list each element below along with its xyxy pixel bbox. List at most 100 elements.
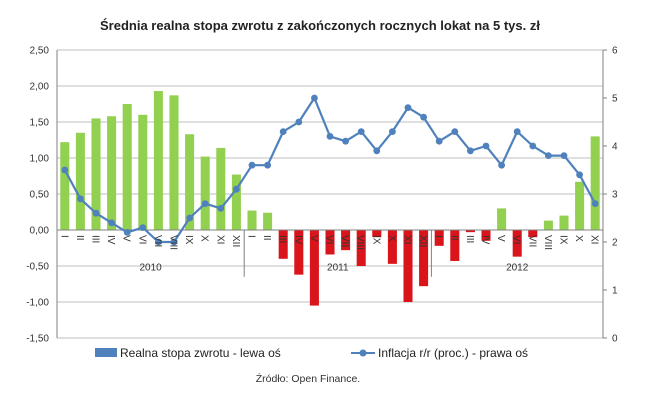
- category-tick-label: III: [464, 235, 475, 243]
- legend-label-line: Inflacja r/r (proc.) - prawa oś: [378, 346, 528, 360]
- category-tick-label: XI: [402, 235, 413, 244]
- category-tick-label: VII: [526, 235, 537, 247]
- category-tick-label: VII: [152, 235, 163, 247]
- bar: [387, 230, 397, 264]
- bar: [60, 142, 70, 230]
- inflation-point: [279, 128, 287, 136]
- inflation-point: [77, 195, 84, 203]
- bar: [263, 212, 273, 230]
- category-tick-label: XII: [417, 235, 428, 247]
- bar: [559, 215, 569, 230]
- bar: [122, 104, 132, 230]
- legend-swatch-marker: [359, 349, 367, 357]
- bar: [278, 230, 288, 259]
- inflation-point: [373, 147, 381, 155]
- inflation-point: [357, 128, 365, 136]
- left-axis-tick-label: 1,00: [30, 154, 50, 165]
- category-tick-label: XI: [214, 235, 225, 244]
- category-tick-label: II: [261, 235, 272, 241]
- category-tick-label: II: [448, 235, 459, 241]
- bar-series: [60, 91, 600, 306]
- category-tick-label: X: [386, 235, 397, 242]
- bar: [528, 230, 538, 238]
- bar: [138, 114, 148, 230]
- category-tick-label: I: [58, 235, 69, 238]
- bar: [434, 230, 444, 246]
- inflation-point: [170, 238, 178, 246]
- left-axis-tick-label: 2,00: [30, 82, 50, 93]
- bar: [543, 220, 553, 230]
- inflation-point: [186, 214, 194, 222]
- bar: [91, 118, 101, 230]
- right-axis-tick-label: 3: [612, 190, 618, 201]
- line-series: [61, 94, 599, 246]
- right-axis-tick-label: 0: [612, 334, 618, 345]
- category-tick-label: III: [277, 235, 288, 243]
- left-axis-tick-label: -1,50: [26, 334, 49, 345]
- category-tick-label: IV: [480, 235, 491, 245]
- bar: [512, 230, 522, 257]
- category-tick-label: V: [495, 235, 506, 242]
- bar: [403, 230, 413, 302]
- category-tick-label: VIII: [355, 235, 366, 250]
- bar: [107, 116, 117, 230]
- category-tick-label: IV: [105, 235, 116, 245]
- inflation-point: [342, 137, 349, 145]
- inflation-point: [560, 152, 568, 160]
- inflation-point: [92, 209, 100, 217]
- year-label: 2011: [327, 262, 349, 273]
- bar: [419, 230, 429, 287]
- category-tick-label: II: [74, 235, 85, 241]
- category-tick-label: III: [90, 235, 101, 243]
- category-tick-label: VI: [511, 235, 522, 244]
- inflation-point: [155, 238, 162, 246]
- inflation-point: [123, 229, 131, 236]
- bar: [575, 181, 585, 230]
- left-axis-tick-label: 1,50: [30, 118, 50, 129]
- bar: [325, 230, 335, 255]
- category-tick-label: VIII: [542, 235, 553, 250]
- inflation-point: [467, 147, 474, 155]
- category-tick-label: V: [308, 235, 319, 242]
- bar: [247, 210, 257, 230]
- inflation-point: [108, 219, 115, 227]
- category-tick-label: IX: [558, 235, 569, 245]
- bar: [341, 230, 351, 251]
- left-axis-tick-label: 0,00: [30, 226, 50, 237]
- category-tick-label: I: [246, 235, 257, 238]
- category-tick-label: VII: [339, 235, 350, 247]
- right-axis-tick-label: 1: [612, 286, 618, 297]
- bar: [75, 132, 85, 230]
- category-tick-label: X: [199, 235, 210, 242]
- inflation-point: [201, 200, 209, 208]
- bar: [590, 136, 600, 230]
- inflation-point: [295, 118, 303, 126]
- category-tick-label: XI: [589, 235, 600, 244]
- chart-title: Średnia realna stopa zwrotu z zakończony…: [100, 18, 540, 33]
- inflation-point: [451, 128, 459, 136]
- category-tick-label: VI: [136, 235, 147, 244]
- legend-swatch-bars: [95, 348, 117, 357]
- bar: [356, 230, 366, 266]
- category-tick-label: I: [433, 235, 444, 238]
- right-axis-tick-label: 2: [612, 238, 618, 249]
- bar: [216, 147, 226, 230]
- left-axis-tick-label: 2,50: [30, 46, 50, 57]
- legend: Realna stopa zwrotu - lewa oś Inflacja r…: [95, 346, 528, 360]
- category-tick-label: V: [121, 235, 132, 242]
- category-tick-label: VI: [324, 235, 335, 244]
- tick-labels: 2,50 2,00 1,50 1,00 0,50 0,00 -0,50 -1,00 -1,50 6…: [26, 46, 618, 345]
- category-tick-label: IX: [183, 235, 194, 245]
- inflation-point: [498, 161, 505, 169]
- bar: [185, 134, 195, 230]
- inflation-point: [248, 161, 256, 169]
- right-axis-tick-label: 6: [612, 46, 618, 57]
- inflation-point: [591, 200, 599, 208]
- inflation-point: [529, 142, 537, 150]
- category-tick-label: XII: [230, 235, 241, 247]
- inflation-point: [404, 104, 412, 111]
- inflation-point: [389, 128, 396, 136]
- inflation-point: [233, 185, 240, 193]
- legend-label-bars: Realna stopa zwrotu - lewa oś: [120, 346, 281, 360]
